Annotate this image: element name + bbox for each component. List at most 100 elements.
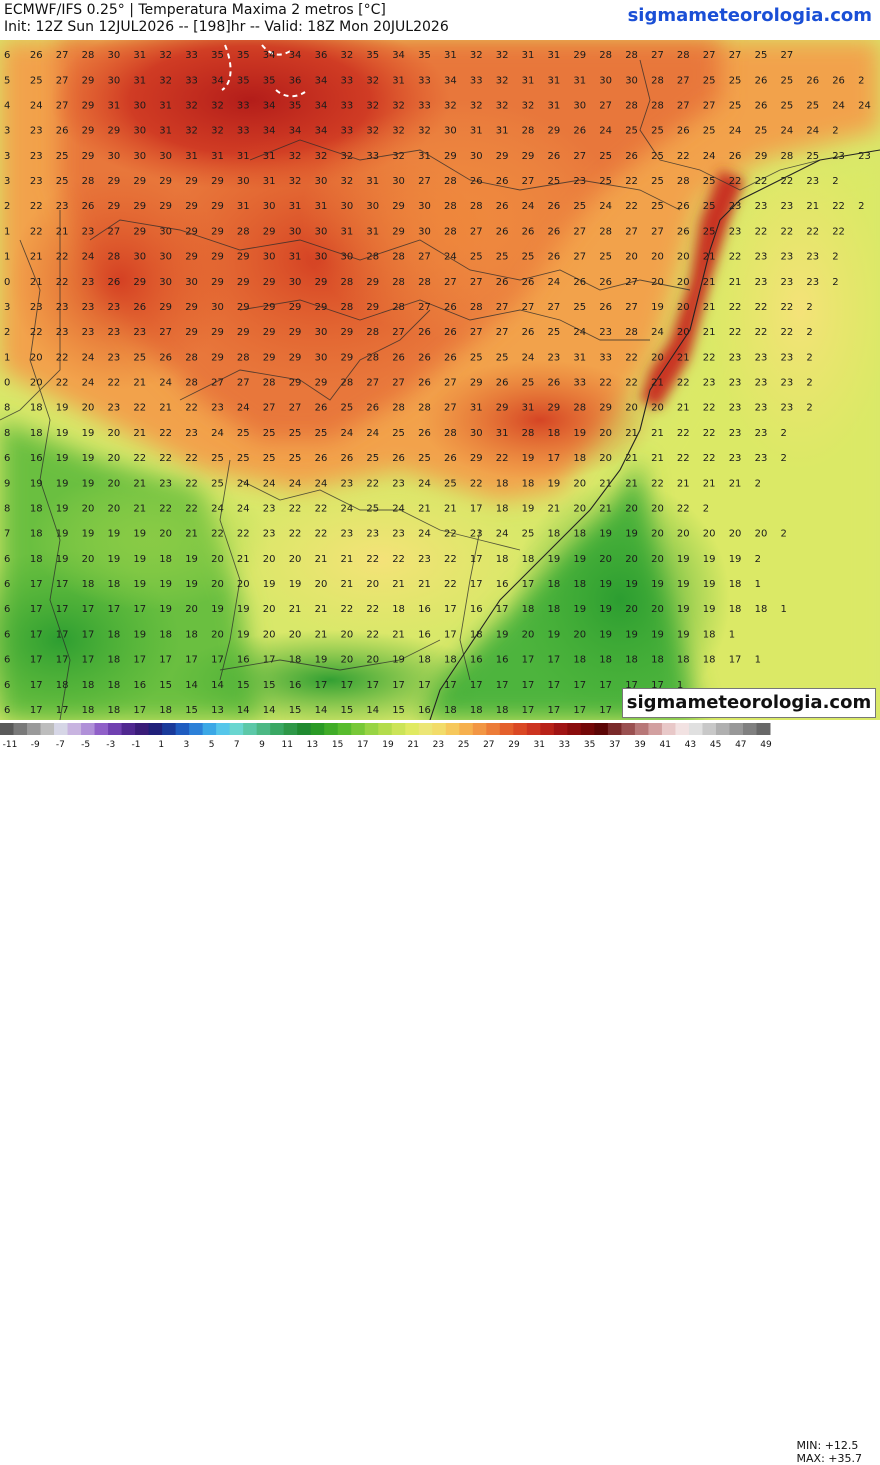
colorbar-swatch [229,723,244,735]
grid-value: 20 [651,403,664,414]
grid-value: 22 [56,378,69,389]
grid-value: 29 [211,252,224,263]
grid-value: 28 [237,226,250,237]
grid-value: 20 [237,579,250,590]
grid-value: 29 [211,327,224,338]
grid-value: 17 [30,705,43,716]
grid-value: 26 [677,126,690,137]
grid-value: 20 [573,478,586,489]
grid-value: 25 [522,529,535,540]
grid-value: 17 [159,655,172,666]
grid-value: 28 [677,176,690,187]
temperature-grid: 6 26 27 28 30 31 32 33 35 35 34 34 36 32 35 34 35 31 32 32 3… [4,50,871,716]
grid-value: 28 [444,226,457,237]
colorbar-tick-label: 35 [584,740,595,750]
grid-value: 19 [56,428,69,439]
grid-value: 2 [806,302,812,313]
grid-value: 22 [703,453,716,464]
contour-35c [221,44,293,91]
grid-value: 26 [573,126,586,137]
colorbar-swatch [513,723,528,735]
grid-value: 25 [651,151,664,162]
grid-value: 18 [30,504,43,515]
grid-value: 29 [211,226,224,237]
grid-value: 23 [159,478,172,489]
grid-value: 32 [211,101,224,112]
grid-value: 27 [651,50,664,61]
grid-value: 19 [159,604,172,615]
grid-value: 19 [677,554,690,565]
grid-value: 23 [133,327,146,338]
grid-value: 18 [159,705,172,716]
colorbar-tick-label: 7 [234,740,240,750]
grid-value: 22 [108,378,121,389]
grid-value: 22 [289,529,302,540]
grid-value: 22 [159,453,172,464]
grid-value: 29 [82,151,95,162]
grid-value: 25 [703,226,716,237]
grid-value: 27 [418,302,431,313]
grid-value: 32 [185,101,198,112]
grid-value: 18 [573,529,586,540]
grid-value: 2 [832,277,838,288]
grid-value: 19 [82,453,95,464]
grid-value: 27 [444,403,457,414]
grid-value: 17 [30,629,43,640]
grid-value: 28 [392,302,405,313]
grid-value: 24 [858,101,871,112]
brand-link[interactable]: sigmameteorologia.com [627,5,872,26]
grid-value: 14 [185,680,198,691]
grid-value: 28 [82,176,95,187]
grid-value: 21 [625,478,638,489]
grid-value: 21 [315,554,328,565]
grid-value: 17 [30,579,43,590]
grid-value: 29 [263,226,276,237]
grid-value: 27 [470,226,483,237]
grid-value: 17 [470,680,483,691]
grid-value: 29 [548,126,561,137]
grid-value: 23 [108,403,121,414]
grid-value: 30 [418,201,431,212]
grid-value: 18 [729,604,742,615]
colorbar-swatch [580,723,595,735]
grid-value: 26 [548,226,561,237]
grid-value: 26 [418,428,431,439]
grid-value: 23 [729,403,742,414]
grid-value: 22 [832,201,845,212]
grid-value: 31 [548,50,561,61]
grid-value: 28 [599,50,612,61]
grid-value: 19 [56,403,69,414]
grid-value: 27 [444,277,457,288]
grid-value: 29 [211,352,224,363]
grid-value: 26 [418,378,431,389]
grid-value: 30 [159,277,172,288]
colorbar-swatch [459,723,474,735]
grid-value: 16 [418,629,431,640]
border-central [89,219,691,291]
colorbar-swatch [715,723,730,735]
grid-value: 23 [755,428,768,439]
grid-value: 29 [159,201,172,212]
colorbar-swatch [175,723,190,735]
grid-value: 31 [211,151,224,162]
grid-value: 19 [56,453,69,464]
grid-value: 18 [82,705,95,716]
grid-value: 21 [392,579,405,590]
grid-value: 20 [108,453,121,464]
grid-value: 20 [677,529,690,540]
grid-value: 22 [729,327,742,338]
grid-value: 26 [522,226,535,237]
grid-value: 24 [366,428,379,439]
grid-value: 17 [522,579,535,590]
grid-value: 24 [289,478,302,489]
grid-value: 24 [522,201,535,212]
grid-value: 6 [4,604,10,615]
grid-value: 23 [82,226,95,237]
grid-value: 17 [30,604,43,615]
grid-value: 32 [341,151,354,162]
grid-value: 32 [341,50,354,61]
grid-value: 19 [82,529,95,540]
colorbar-tick-label: 25 [458,740,469,750]
grid-value: 19 [263,579,276,590]
grid-value: 25 [729,75,742,86]
